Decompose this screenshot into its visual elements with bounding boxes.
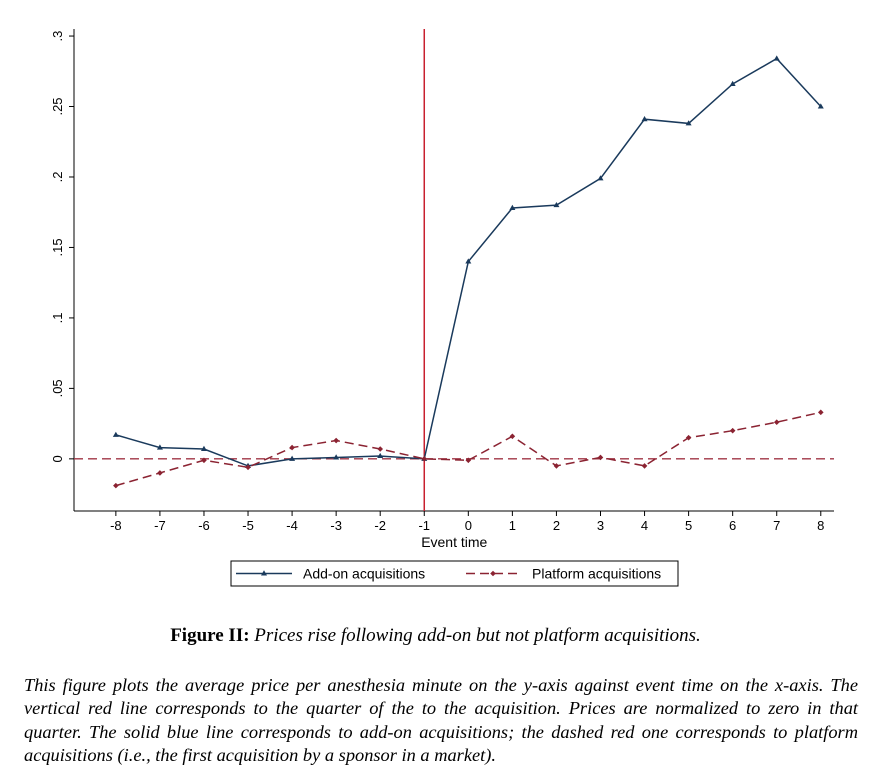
series-layer	[112, 55, 824, 489]
x-tick-label: -3	[330, 518, 342, 533]
platform-acquisitions-point	[421, 456, 428, 462]
y-tick-label: .05	[50, 379, 65, 397]
x-tick-label: -4	[286, 518, 298, 533]
add-on-acquisitions-point	[377, 452, 384, 459]
legend-box	[230, 560, 679, 587]
platform-acquisitions-point	[553, 463, 560, 469]
figure-title: Prices rise following add-on but not pla…	[254, 625, 701, 646]
y-tick-label: .25	[50, 97, 65, 115]
legend: Add-on acquisitions Platform acquisitions	[230, 560, 679, 587]
figure-caption-body: This figure plots the average price per …	[24, 675, 858, 765]
add-on-acquisitions-point	[200, 445, 207, 451]
x-tick-label: 2	[553, 518, 560, 533]
x-tick-label: 5	[685, 518, 692, 533]
platform-acquisitions-point	[685, 434, 692, 441]
x-tick-label: -8	[110, 518, 122, 533]
x-tick-label: -2	[374, 518, 386, 533]
platform-acquisitions-point	[509, 433, 516, 440]
add-on-acquisitions-point	[465, 258, 472, 264]
platform-acquisitions-point	[641, 463, 648, 469]
add-on-acquisitions-point	[817, 103, 824, 109]
y-tick-label: .3	[50, 31, 65, 42]
x-tick-label: 1	[509, 518, 516, 533]
add-on-acquisitions-point	[773, 55, 780, 61]
x-tick-label: -7	[154, 518, 166, 533]
add-on-acquisitions-point	[685, 120, 692, 126]
y-tick-label: .1	[50, 312, 65, 323]
add-on-acquisitions-series	[112, 55, 824, 468]
legend-add-on-acquisitions-label: Add-on acquisitions	[303, 566, 425, 582]
legend-platform-acquisitions-marker	[490, 570, 496, 577]
y-tick-label: 0	[50, 455, 65, 462]
x-tick-label: -1	[418, 518, 430, 533]
add-on-acquisitions-point	[509, 204, 516, 210]
platform-acquisitions-point	[597, 454, 604, 461]
add-on-acquisitions-point	[729, 80, 736, 86]
platform-acquisitions-point	[113, 482, 119, 489]
add-on-acquisitions-point	[112, 431, 119, 437]
x-tick-label: 0	[465, 518, 472, 533]
x-tick-label: 8	[817, 518, 824, 533]
platform-acquisitions-point	[773, 419, 780, 426]
add-on-acquisitions-point	[553, 201, 560, 208]
x-tick-label: 4	[641, 518, 648, 533]
add-on-acquisitions-point	[156, 444, 163, 450]
platform-acquisitions-point	[157, 470, 163, 476]
platform-acquisitions-series	[113, 409, 824, 489]
legend-platform-acquisitions-label: Platform acquisitions	[532, 566, 661, 582]
y-tick-label: .2	[50, 172, 65, 183]
platform-acquisitions-point	[201, 457, 207, 464]
reference-lines	[74, 29, 834, 511]
platform-acquisitions-point	[729, 427, 736, 434]
platform-acquisitions-point	[289, 444, 295, 451]
x-axis-title: Event time	[421, 534, 487, 550]
platform-acquisitions-point	[377, 446, 384, 452]
y-tick-label: .15	[50, 238, 65, 256]
platform-acquisitions-point	[333, 437, 339, 444]
figure-caption-title: Figure II: Prices rise following add-on …	[0, 625, 871, 647]
platform-acquisitions-line	[115, 411, 821, 487]
add-on-acquisitions-point	[333, 454, 340, 460]
platform-acquisitions-point	[465, 457, 472, 464]
platform-acquisitions-point	[817, 409, 824, 416]
legend-add-on-acquisitions-marker	[261, 570, 267, 576]
event-study-chart: 0 .05 .1 .15 .2 .25 .3 -8 -7 -6 -5 -4 -3 -2 -1 0 1 2 3 4 5 6 7…	[50, 29, 834, 587]
axes: 0 .05 .1 .15 .2 .25 .3 -8 -7 -6 -5 -4 -3 -2 -1 0 1 2 3 4 5 6 7…	[50, 29, 834, 550]
x-tick-label: 6	[729, 518, 736, 533]
x-tick-label: 7	[773, 518, 780, 533]
platform-acquisitions-point	[245, 464, 251, 471]
x-tick-label: 3	[597, 518, 604, 533]
figure-label: Figure II:	[170, 625, 250, 646]
x-tick-label: -5	[242, 518, 254, 533]
add-on-acquisitions-point	[289, 455, 296, 461]
add-on-acquisitions-point	[597, 175, 604, 181]
x-tick-label: -6	[198, 518, 210, 533]
add-on-acquisitions-point	[641, 115, 648, 122]
